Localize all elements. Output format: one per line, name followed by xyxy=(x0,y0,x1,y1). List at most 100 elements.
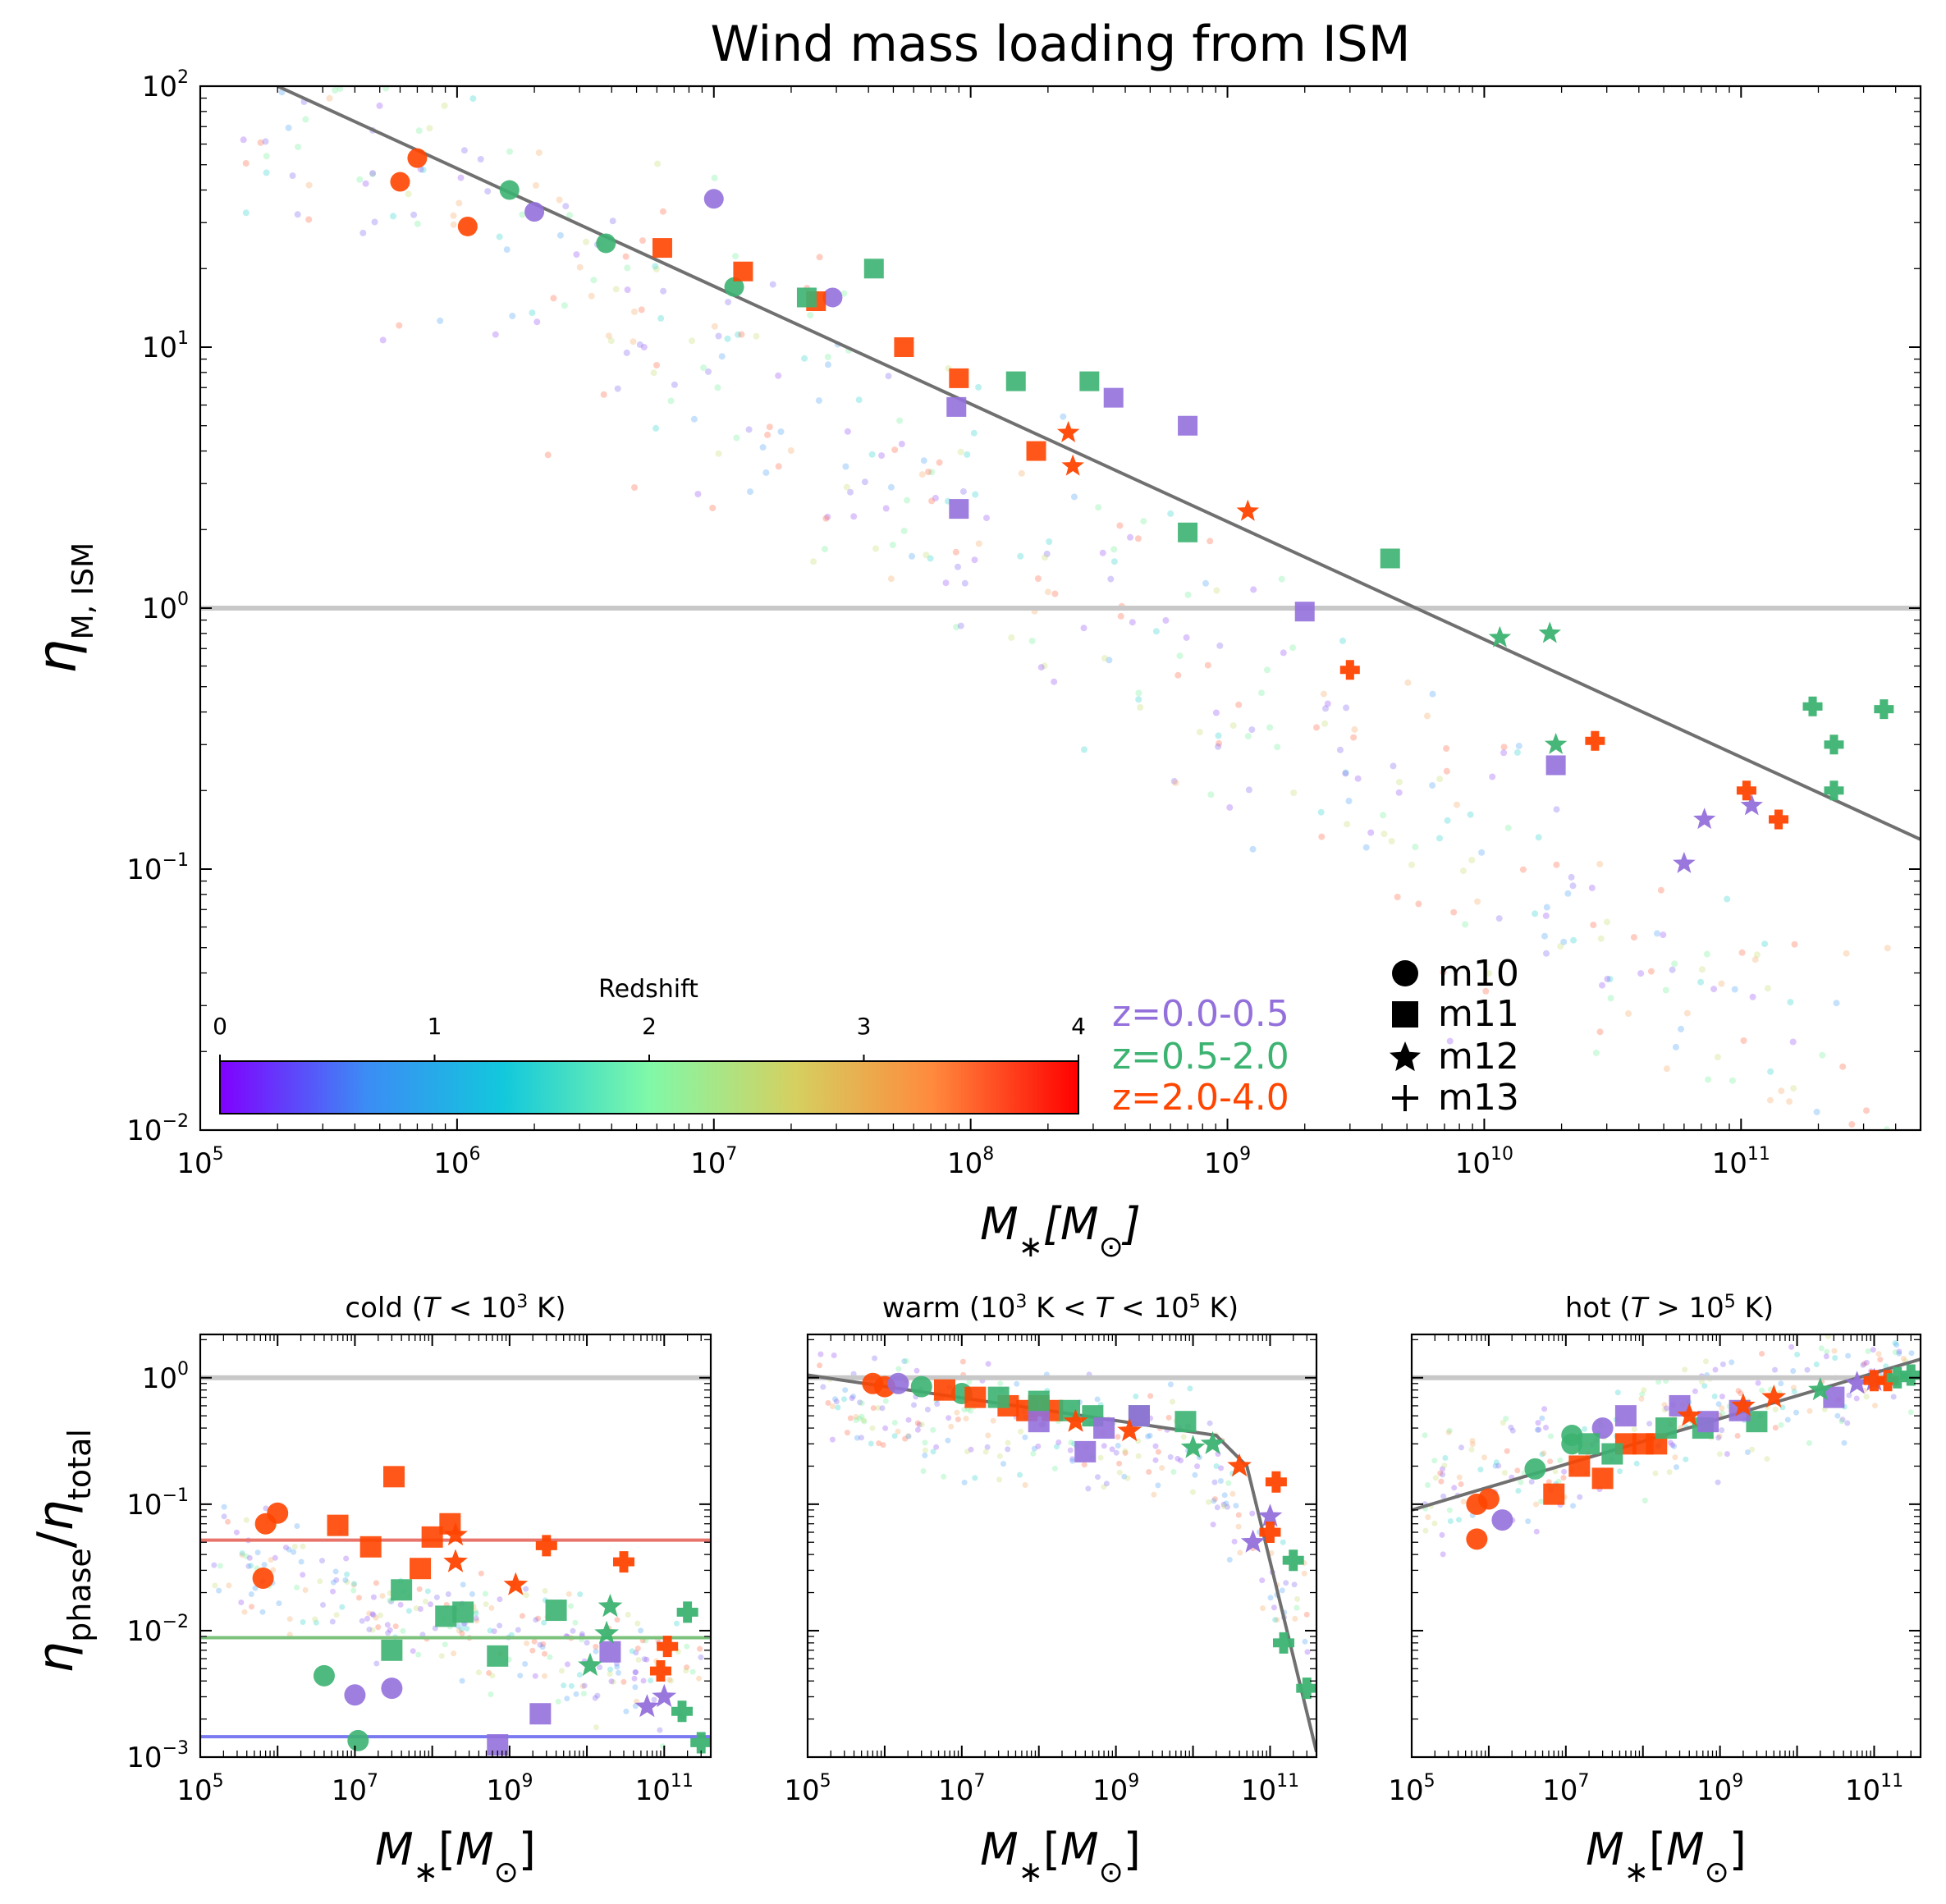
faint-point xyxy=(1249,1510,1256,1517)
faint-point xyxy=(1890,1394,1897,1400)
faint-point xyxy=(825,361,831,368)
faint-point xyxy=(221,1504,227,1510)
faint-point xyxy=(426,125,433,132)
faint-point xyxy=(1085,1485,1092,1492)
faint-point xyxy=(1543,904,1550,911)
faint-point xyxy=(351,1581,358,1587)
faint-point xyxy=(1779,1404,1786,1411)
faint-point xyxy=(667,397,675,405)
faint-point xyxy=(1207,791,1215,799)
faint-point xyxy=(1117,612,1124,620)
faint-point xyxy=(625,1612,631,1618)
faint-point xyxy=(475,1669,482,1676)
faint-point xyxy=(319,1558,325,1564)
m11-point xyxy=(452,1601,474,1623)
faint-point xyxy=(246,1554,253,1561)
faint-point xyxy=(1051,678,1058,685)
faint-point xyxy=(674,1620,680,1627)
m13-point xyxy=(1296,1677,1316,1700)
faint-point xyxy=(1664,1405,1670,1412)
m11-point xyxy=(1079,371,1100,391)
faint-point xyxy=(1698,966,1706,973)
faint-point xyxy=(320,1602,326,1608)
x-tick-label: 105 xyxy=(176,1144,223,1180)
m12-point xyxy=(1538,621,1561,643)
faint-point xyxy=(533,318,541,326)
faint-point xyxy=(482,1590,488,1597)
faint-point xyxy=(1641,1387,1647,1394)
faint-point xyxy=(1343,704,1350,712)
faint-point xyxy=(997,1380,1004,1387)
fit-line xyxy=(808,1373,1316,1753)
faint-point xyxy=(623,349,630,356)
m11-point xyxy=(1601,1443,1623,1465)
m10-point xyxy=(596,233,616,254)
m12-point xyxy=(1257,1504,1283,1527)
faint-point xyxy=(1893,1342,1900,1348)
m12-point xyxy=(443,1522,468,1546)
faint-point xyxy=(1440,1466,1445,1472)
faint-point xyxy=(1183,634,1190,641)
faint-point xyxy=(1761,941,1769,948)
faint-point xyxy=(631,1675,638,1682)
faint-point xyxy=(1235,701,1243,708)
faint-point xyxy=(537,1641,543,1648)
faint-point xyxy=(1525,1518,1532,1525)
faint-point xyxy=(816,254,823,261)
faint-point xyxy=(928,469,936,476)
faint-point xyxy=(972,1475,978,1481)
faint-point xyxy=(370,1594,377,1600)
faint-point xyxy=(1005,1439,1011,1446)
faint-point xyxy=(1863,1107,1870,1114)
m12-point xyxy=(503,1572,529,1595)
faint-point xyxy=(633,1650,639,1656)
m11-point xyxy=(545,1600,567,1622)
faint-point xyxy=(242,209,250,217)
x-tick-label: 1011 xyxy=(635,1771,694,1807)
faint-point xyxy=(1301,1570,1307,1577)
faint-point xyxy=(286,1616,293,1623)
faint-point xyxy=(1204,661,1211,669)
colorbar-tick-label: 0 xyxy=(213,1013,227,1040)
faint-point xyxy=(317,1578,323,1585)
faint-point xyxy=(882,505,890,512)
faint-point xyxy=(492,331,499,338)
faint-point xyxy=(1547,1458,1554,1465)
faint-point xyxy=(1772,1366,1778,1373)
faint-point xyxy=(1035,1443,1042,1449)
faint-point xyxy=(298,1558,304,1565)
faint-point xyxy=(705,368,712,375)
faint-point xyxy=(1772,1407,1779,1412)
faint-point xyxy=(419,167,427,173)
faint-point xyxy=(456,1627,462,1634)
faint-point xyxy=(652,266,660,272)
faint-point xyxy=(241,1609,248,1615)
main-panel: 105 106 107 108 109 1010 101110−210−1100101102… xyxy=(126,67,1922,1180)
m10-point xyxy=(822,287,843,308)
faint-point xyxy=(660,287,667,295)
faint-point xyxy=(1786,1098,1793,1105)
faint-point xyxy=(975,383,982,391)
faint-point xyxy=(932,494,939,501)
faint-point xyxy=(1462,921,1469,928)
m12-point xyxy=(1236,499,1259,521)
faint-point xyxy=(922,1447,928,1453)
faint-point xyxy=(900,527,908,534)
faint-point xyxy=(456,199,463,207)
faint-point xyxy=(573,1691,579,1697)
m12-point xyxy=(443,1549,468,1572)
faint-point xyxy=(1813,1108,1820,1115)
faint-point xyxy=(491,1628,497,1635)
faint-point xyxy=(905,1417,912,1423)
faint-point xyxy=(1541,1406,1548,1412)
faint-point xyxy=(1304,1649,1311,1655)
faint-point xyxy=(984,1444,991,1450)
faint-point xyxy=(541,1619,547,1626)
m11-point xyxy=(1028,1390,1050,1412)
faint-point xyxy=(245,1563,252,1569)
faint-point xyxy=(820,1384,826,1390)
faint-point xyxy=(1122,1449,1129,1456)
faint-point xyxy=(1436,776,1444,783)
faint-point xyxy=(1719,1427,1725,1434)
faint-point xyxy=(217,1563,223,1569)
